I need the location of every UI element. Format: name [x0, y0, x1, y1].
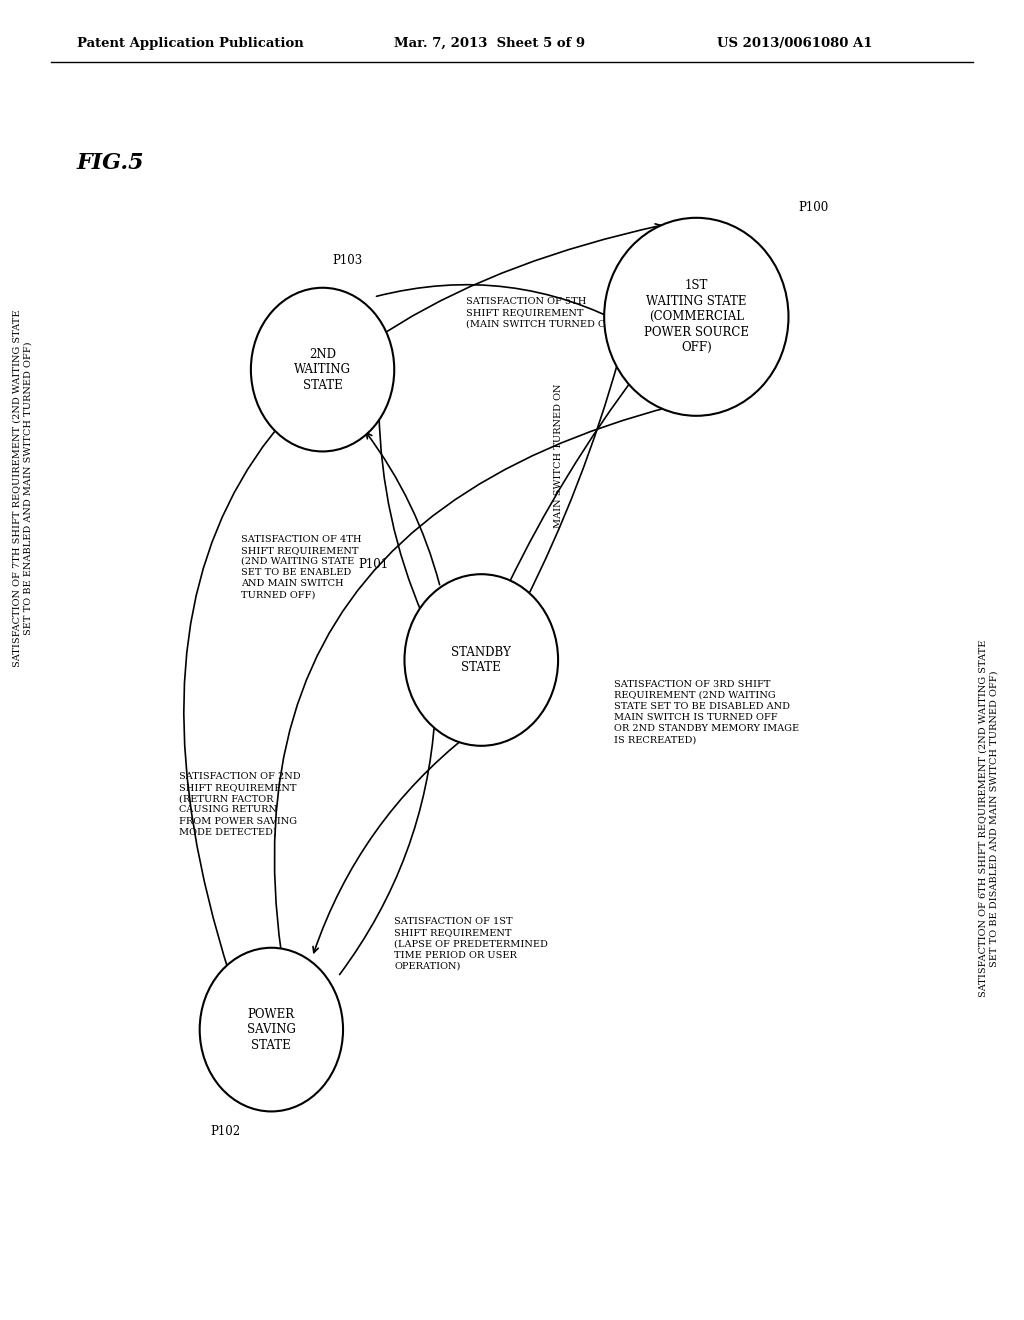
Ellipse shape — [604, 218, 788, 416]
Text: SATISFACTION OF 4TH
SHIFT REQUIREMENT
(2ND WAITING STATE
SET TO BE ENABLED
AND M: SATISFACTION OF 4TH SHIFT REQUIREMENT (2… — [241, 535, 361, 599]
Text: US 2013/0061080 A1: US 2013/0061080 A1 — [717, 37, 872, 50]
Text: SATISFACTION OF 5TH
SHIFT REQUIREMENT
(MAIN SWITCH TURNED ON): SATISFACTION OF 5TH SHIFT REQUIREMENT (M… — [466, 297, 618, 329]
Text: SATISFACTION OF 1ST
SHIFT REQUIREMENT
(LAPSE OF PREDETERMINED
TIME PERIOD OR USE: SATISFACTION OF 1ST SHIFT REQUIREMENT (L… — [394, 917, 548, 970]
Text: SATISFACTION OF 7TH SHIFT REQUIREMENT (2ND WAITING STATE
SET TO BE ENABLED AND M: SATISFACTION OF 7TH SHIFT REQUIREMENT (2… — [12, 310, 33, 667]
Text: P102: P102 — [210, 1125, 240, 1138]
Text: P101: P101 — [358, 557, 388, 570]
Text: FIG.5: FIG.5 — [77, 152, 144, 174]
Text: 1ST
WAITING STATE
(COMMERCIAL
POWER SOURCE
OFF): 1ST WAITING STATE (COMMERCIAL POWER SOUR… — [644, 280, 749, 354]
Text: SATISFACTION OF 6TH SHIFT REQUIREMENT (2ND WAITING STATE
SET TO BE DISABLED AND : SATISFACTION OF 6TH SHIFT REQUIREMENT (2… — [978, 640, 998, 997]
Text: Patent Application Publication: Patent Application Publication — [77, 37, 303, 50]
Ellipse shape — [404, 574, 558, 746]
Text: STANDBY
STATE: STANDBY STATE — [452, 645, 511, 675]
Text: P100: P100 — [799, 201, 829, 214]
Text: P103: P103 — [333, 253, 364, 267]
Ellipse shape — [200, 948, 343, 1111]
Text: 2ND
WAITING
STATE: 2ND WAITING STATE — [294, 347, 351, 392]
Text: MAIN SWITCH TURNED ON: MAIN SWITCH TURNED ON — [554, 383, 562, 528]
Text: POWER
SAVING
STATE: POWER SAVING STATE — [247, 1007, 296, 1052]
Ellipse shape — [251, 288, 394, 451]
Text: SATISFACTION OF 3RD SHIFT
REQUIREMENT (2ND WAITING
STATE SET TO BE DISABLED AND
: SATISFACTION OF 3RD SHIFT REQUIREMENT (2… — [614, 680, 800, 744]
Text: SATISFACTION OF 2ND
SHIFT REQUIREMENT
(RETURN FACTOR
CAUSING RETURN
FROM POWER S: SATISFACTION OF 2ND SHIFT REQUIREMENT (R… — [179, 772, 301, 837]
Text: Mar. 7, 2013  Sheet 5 of 9: Mar. 7, 2013 Sheet 5 of 9 — [394, 37, 586, 50]
